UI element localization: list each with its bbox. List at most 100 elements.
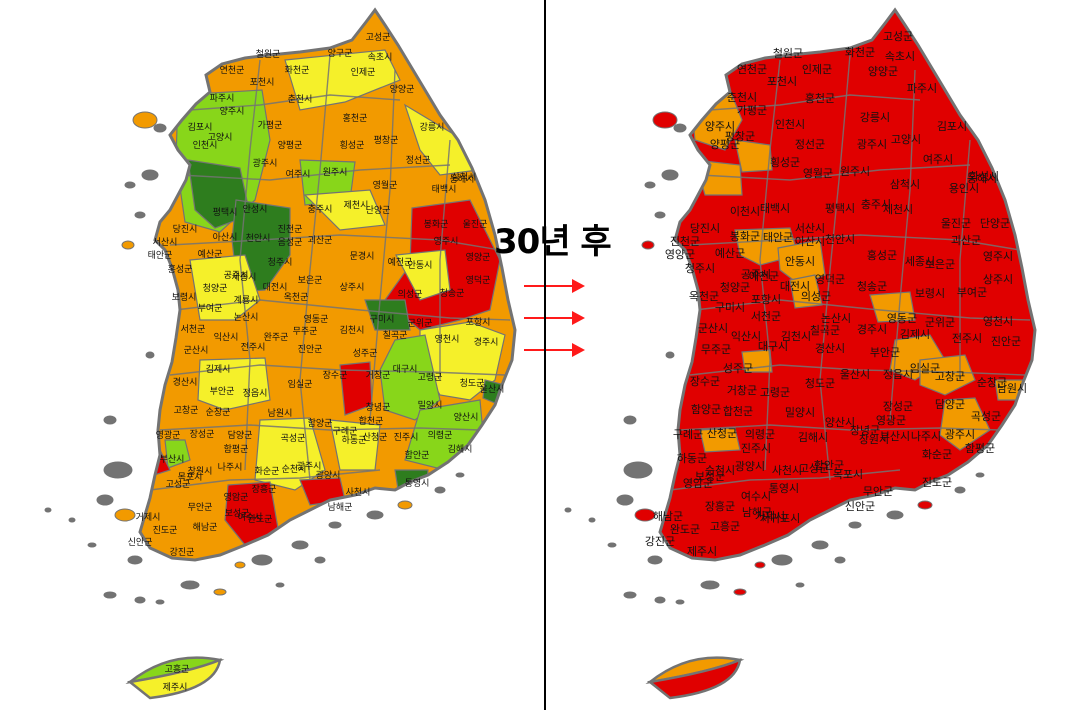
left-island-27: [314, 556, 326, 564]
right-zone-10: [699, 427, 741, 453]
left-label-7: 양양군: [390, 84, 415, 95]
left-label-74: 김천시: [340, 324, 365, 336]
right-label-116: 광양시: [735, 460, 765, 473]
arrow-2-head: [572, 343, 585, 357]
left-label-65: 논산시: [234, 312, 259, 323]
left-label-24: 원주시: [323, 167, 348, 178]
left-border-7: [239, 59, 261, 471]
right-island-8: [623, 461, 653, 479]
right-label-120: 무안군: [863, 485, 893, 498]
right-label-126: 통영시: [769, 482, 799, 495]
left-label-5: 화천군: [285, 65, 310, 76]
right-label-111: 함안군: [814, 459, 844, 472]
right-island-15: [733, 588, 747, 596]
right-label-46: 예산군: [715, 247, 745, 260]
left-label-102: 장성군: [190, 429, 215, 440]
left-border-1: [179, 164, 451, 181]
left-label-98: 창녕군: [366, 402, 391, 413]
right-island-11: [647, 555, 663, 565]
right-label-43: 괴산군: [951, 234, 981, 247]
left-label-78: 군산시: [184, 345, 209, 356]
right-border-9: [889, 69, 916, 421]
right-label-81: 경산시: [815, 342, 845, 355]
center-divider-line: [544, 0, 546, 710]
left-label-85: 부안군: [210, 386, 235, 397]
left-zone-6: [403, 103, 480, 176]
right-label-133: 고흥군: [710, 519, 740, 533]
right-label-31: 평택시: [825, 202, 855, 215]
left-label-69: 포항시: [466, 317, 491, 328]
right-label-9: 춘천시: [727, 90, 757, 104]
left-label-76: 영천시: [435, 334, 460, 345]
left-island-25: [234, 561, 246, 569]
right-label-55: 청양군: [720, 281, 750, 294]
left-island-20: [397, 500, 413, 510]
left-label-55: 청양군: [203, 283, 228, 294]
right-label-122: 보성군: [695, 470, 725, 483]
left-zone-19: [164, 439, 191, 469]
left-label-54: 영덕군: [466, 275, 491, 286]
left-label-40: 진천군: [278, 224, 303, 235]
left-label-0: 고성군: [366, 32, 391, 43]
right-label-96: 양산시: [825, 416, 855, 429]
right-label-104: 김해시: [798, 430, 828, 444]
right-label-13: 김포시: [937, 120, 967, 133]
right-zone-7: [919, 354, 976, 396]
right-coastline: [658, 7, 1037, 562]
left-label-44: 영양군: [466, 252, 491, 263]
left-label-137: 제주시: [163, 682, 188, 693]
right-label-20: 정선군: [795, 138, 825, 151]
left-island-3: [141, 169, 159, 181]
right-island-9: [616, 494, 634, 506]
right-island-1: [673, 123, 687, 133]
right-label-66: 논산시: [821, 312, 851, 325]
left-border-9: [369, 69, 396, 421]
left-label-47: 홍성군: [168, 263, 193, 275]
left-label-49: 청주시: [268, 257, 293, 268]
left-label-28: 태백시: [432, 184, 457, 195]
left-island-11: [127, 555, 143, 565]
right-label-117: 사천시: [772, 463, 802, 477]
left-island-28: [434, 486, 446, 494]
right-color-zones: [689, 89, 1026, 453]
left-label-134: 강진군: [170, 547, 195, 558]
left-label-38: 아산시: [213, 232, 238, 243]
right-label-5: 인제군: [802, 63, 832, 76]
right-zone-5: [869, 291, 916, 323]
left-label-95: 남원시: [268, 408, 293, 419]
left-label-32: 제천시: [344, 200, 369, 211]
left-label-26: 영월군: [373, 179, 398, 191]
left-border-2: [169, 234, 501, 251]
left-island-29: [455, 472, 465, 478]
right-label-54: 상주시: [983, 273, 1013, 286]
right-label-30: 태백시: [760, 202, 790, 215]
left-label-110: 함평군: [224, 444, 249, 455]
left-label-14: 김포시: [188, 121, 213, 133]
left-label-126: 장흥군: [252, 483, 277, 495]
right-label-68: 군위군: [925, 316, 955, 329]
right-label-121: 영암군: [683, 477, 713, 490]
left-label-119: 광양시: [316, 469, 341, 481]
left-label-80: 전주시: [241, 342, 266, 353]
left-label-50: 보은군: [298, 275, 323, 286]
right-label-25: 영월군: [803, 167, 833, 180]
left-label-75: 칠곡군: [383, 330, 408, 341]
right-label-71: 익산시: [731, 330, 761, 343]
right-label-78: 무주군: [701, 343, 731, 356]
left-label-33: 단양군: [366, 205, 391, 216]
right-island-27: [834, 556, 846, 564]
right-label-118: 고성군: [799, 462, 829, 475]
right-label-12: 강릉시: [860, 111, 890, 124]
right-label-1: 철원군: [773, 47, 803, 60]
left-label-96: 함양군: [308, 418, 333, 429]
left-label-67: 구미시: [370, 314, 395, 325]
left-label-90: 고령군: [418, 371, 443, 383]
left-border-10: [439, 139, 451, 380]
left-label-37: 서산시: [153, 237, 178, 248]
right-label-60: 보령시: [915, 287, 945, 300]
left-island-22: [68, 517, 76, 523]
right-island-0: [652, 111, 678, 129]
left-island-23: [87, 542, 97, 548]
right-label-87: 청도군: [805, 377, 835, 390]
